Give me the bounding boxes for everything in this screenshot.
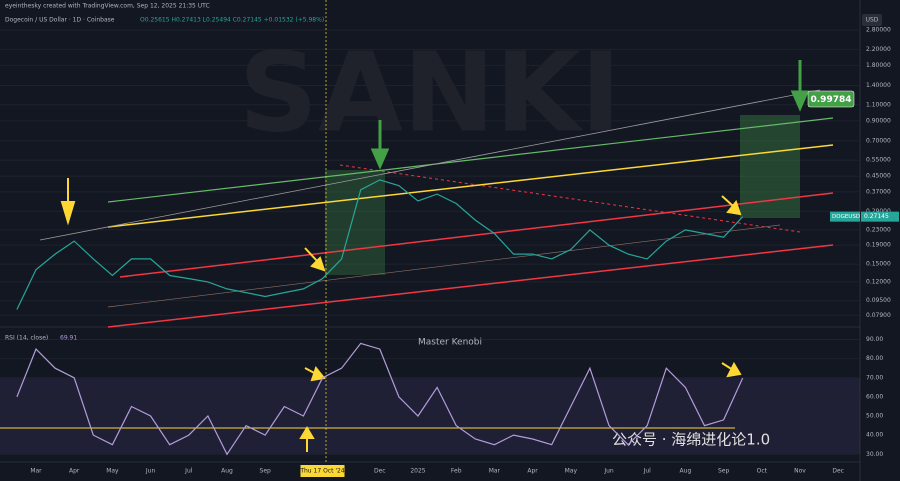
target-label-box: [807, 90, 855, 108]
series-name: DOGEUSD: [832, 214, 860, 220]
x-tick-label: Sep: [260, 468, 272, 475]
footer-watermark: 公众号 · 海绵进化论1.0: [612, 431, 770, 449]
ohlc: O0.25615 H0.27413 L0.25494 C0.27145 +0.0…: [140, 17, 324, 24]
currency: USD: [866, 17, 879, 24]
channel-line: [107, 244, 834, 328]
y-tick-label: 1.10000: [866, 101, 891, 108]
arrow: [790, 60, 810, 112]
y-tick-label: 0.37000: [866, 188, 891, 195]
y-tick-label: 60.00: [866, 393, 883, 400]
x-tick-label: Sep: [718, 468, 730, 475]
x-tick-label: May: [106, 468, 119, 475]
x-tick-label: Feb: [451, 468, 462, 475]
x-tick-label: Jun: [603, 468, 614, 475]
currency-box: [862, 14, 882, 26]
last-price: 0.27145: [864, 213, 889, 220]
x-tick-label: Nov: [794, 468, 806, 475]
trend-line: [107, 224, 781, 308]
arrow: [721, 195, 742, 216]
y-tick-label: 0.19000: [866, 242, 891, 249]
author-line: eyeinthesky created with TradingView.com…: [5, 3, 210, 10]
target-label: 0.99784: [811, 95, 852, 105]
y-tick-label: 70.00: [866, 374, 883, 381]
x-tick-label: Aug: [680, 468, 692, 475]
price-line: [16, 179, 744, 310]
y-tick-label: 90.00: [866, 336, 883, 343]
target-box: [325, 170, 385, 275]
y-tick-label: 0.90000: [866, 117, 891, 124]
y-tick-label: 30.00: [866, 451, 883, 458]
x-tick-label: Thu 17 Oct '24: [299, 468, 344, 475]
x-tick-label: 2025: [410, 468, 425, 475]
rsi-last: 69.91: [60, 335, 77, 342]
arrow: [721, 361, 742, 378]
trend-line: [39, 89, 821, 241]
y-tick-label: 0.29000: [866, 208, 891, 215]
x-tick-label: Jun: [145, 468, 156, 475]
arrow: [304, 247, 326, 272]
y-tick-label: 50.00: [866, 413, 883, 420]
rsi-line: [16, 342, 744, 456]
y-tick-label: 0.55000: [866, 157, 891, 164]
last-price-box: [861, 211, 899, 222]
x-tick-label: Aug: [221, 468, 233, 475]
arrow: [304, 365, 326, 382]
arrow: [370, 120, 390, 170]
x-tick-label: Oct: [757, 468, 768, 475]
arrow: [60, 178, 76, 226]
y-tick-label: 1.40000: [866, 82, 891, 89]
symbol: Dogecoin / US Dollar · 1D · Coinbase: [5, 17, 115, 24]
x-tick-label: Apr: [527, 468, 538, 475]
y-tick-label: 0.23000: [866, 226, 891, 233]
y-tick-label: 2.20000: [866, 46, 891, 53]
y-tick-label: 80.00: [866, 355, 883, 362]
x-tick-label: Jul: [643, 468, 652, 475]
y-tick-label: 0.15000: [866, 261, 891, 268]
arrow: [299, 426, 315, 452]
y-tick-label: 2.80000: [866, 27, 891, 34]
y-tick-label: 1.80000: [866, 62, 891, 69]
symbol-box: [830, 211, 860, 222]
channel-line: [107, 144, 834, 228]
y-tick-label: 0.12000: [866, 278, 891, 285]
y-tick-label: 0.70000: [866, 137, 891, 144]
y-tick-label: 0.07900: [866, 312, 891, 319]
x-tick-label: Mar: [30, 468, 42, 475]
crosshair-label-box: [300, 465, 345, 477]
y-tick-label: 0.09500: [866, 297, 891, 304]
x-tick-label: Mar: [489, 468, 501, 475]
rsi-name: RSI (14, close): [5, 335, 48, 342]
x-tick-label: Jul: [184, 468, 193, 475]
channel-line: [107, 117, 834, 203]
watermark: SANKI: [239, 28, 622, 156]
x-tick-label: Dec: [832, 468, 844, 475]
y-tick-label: 0.45000: [866, 173, 891, 180]
y-tick-label: 40.00: [866, 432, 883, 439]
x-tick-label: Apr: [69, 468, 80, 475]
x-tick-label: Dec: [374, 468, 386, 475]
x-tick-label: May: [565, 468, 578, 475]
channel-line: [119, 192, 834, 278]
indicator-author: Master Kenobi: [418, 338, 482, 348]
